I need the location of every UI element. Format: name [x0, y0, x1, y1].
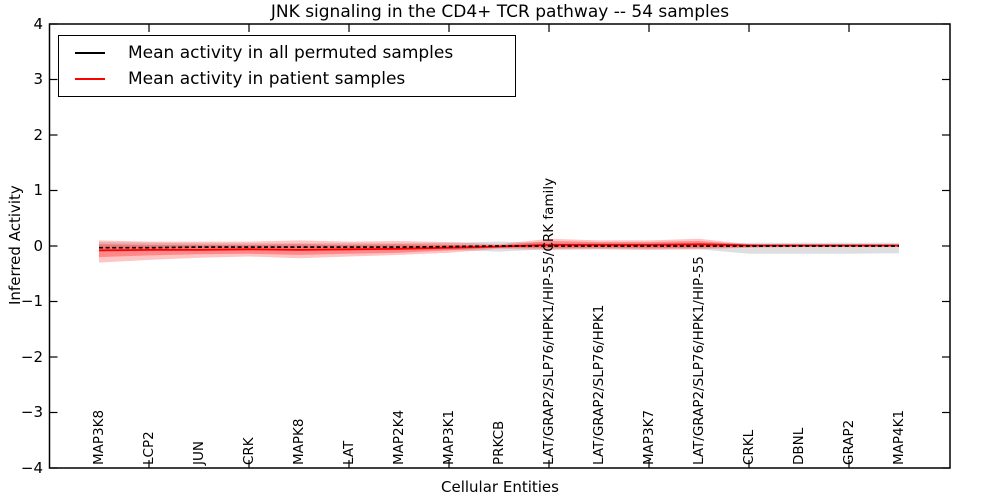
- y-tick-label: −3: [20, 403, 43, 421]
- legend-item-permuted: Mean activity in all permuted samples: [59, 40, 515, 66]
- x-tick-label: MAP3K1: [441, 409, 457, 465]
- legend: Mean activity in all permuted samples Me…: [58, 35, 516, 97]
- x-tick-label: JUN: [191, 441, 207, 465]
- x-tick-label: LAT/GRAP2/SLP76/HPK1: [591, 304, 607, 465]
- x-tick-label: DBNL: [791, 427, 807, 465]
- x-tick-label: LAT: [341, 440, 357, 465]
- x-tick-label: LAT/GRAP2/SLP76/HPK1/HIP-55: [691, 256, 707, 465]
- y-tick-label: −1: [20, 292, 43, 310]
- y-tick-label: 3: [33, 70, 43, 88]
- x-tick-label: CRKL: [741, 429, 757, 465]
- y-tick-label: −4: [20, 458, 43, 477]
- x-tick-label: MAP4K1: [891, 409, 907, 465]
- x-tick-label: PRKCB: [491, 420, 507, 465]
- legend-label-patient: Mean activity in patient samples: [128, 69, 406, 89]
- x-tick-label: CRK: [241, 437, 257, 465]
- x-tick-label: MAP3K8: [91, 409, 107, 465]
- permuted-line-swatch: [75, 52, 105, 54]
- patient-line-swatch: [75, 78, 105, 80]
- y-tick-label: 1: [33, 181, 43, 199]
- x-tick-label: MAP2K4: [391, 409, 407, 465]
- x-tick-label: GRAP2: [841, 419, 857, 465]
- legend-item-patient: Mean activity in patient samples: [59, 66, 515, 92]
- chart-title: JNK signaling in the CD4+ TCR pathway --…: [270, 2, 730, 22]
- y-tick-label: 0: [33, 236, 43, 255]
- y-tick-label: 2: [33, 125, 43, 144]
- x-tick-label: LAT/GRAP2/SLP76/HPK1/HIP-55/CRK family: [541, 177, 557, 465]
- legend-label-permuted: Mean activity in all permuted samples: [128, 43, 454, 63]
- x-tick-label: MAP3K7: [641, 409, 657, 465]
- x-tick-label: LCP2: [141, 431, 157, 465]
- y-tick-label: 4: [33, 14, 43, 33]
- x-tick-label: MAPK8: [291, 418, 307, 465]
- permuted-mean-line: [99, 245, 899, 249]
- x-axis-label: Cellular Entities: [441, 478, 559, 496]
- y-tick-label: −2: [20, 347, 43, 366]
